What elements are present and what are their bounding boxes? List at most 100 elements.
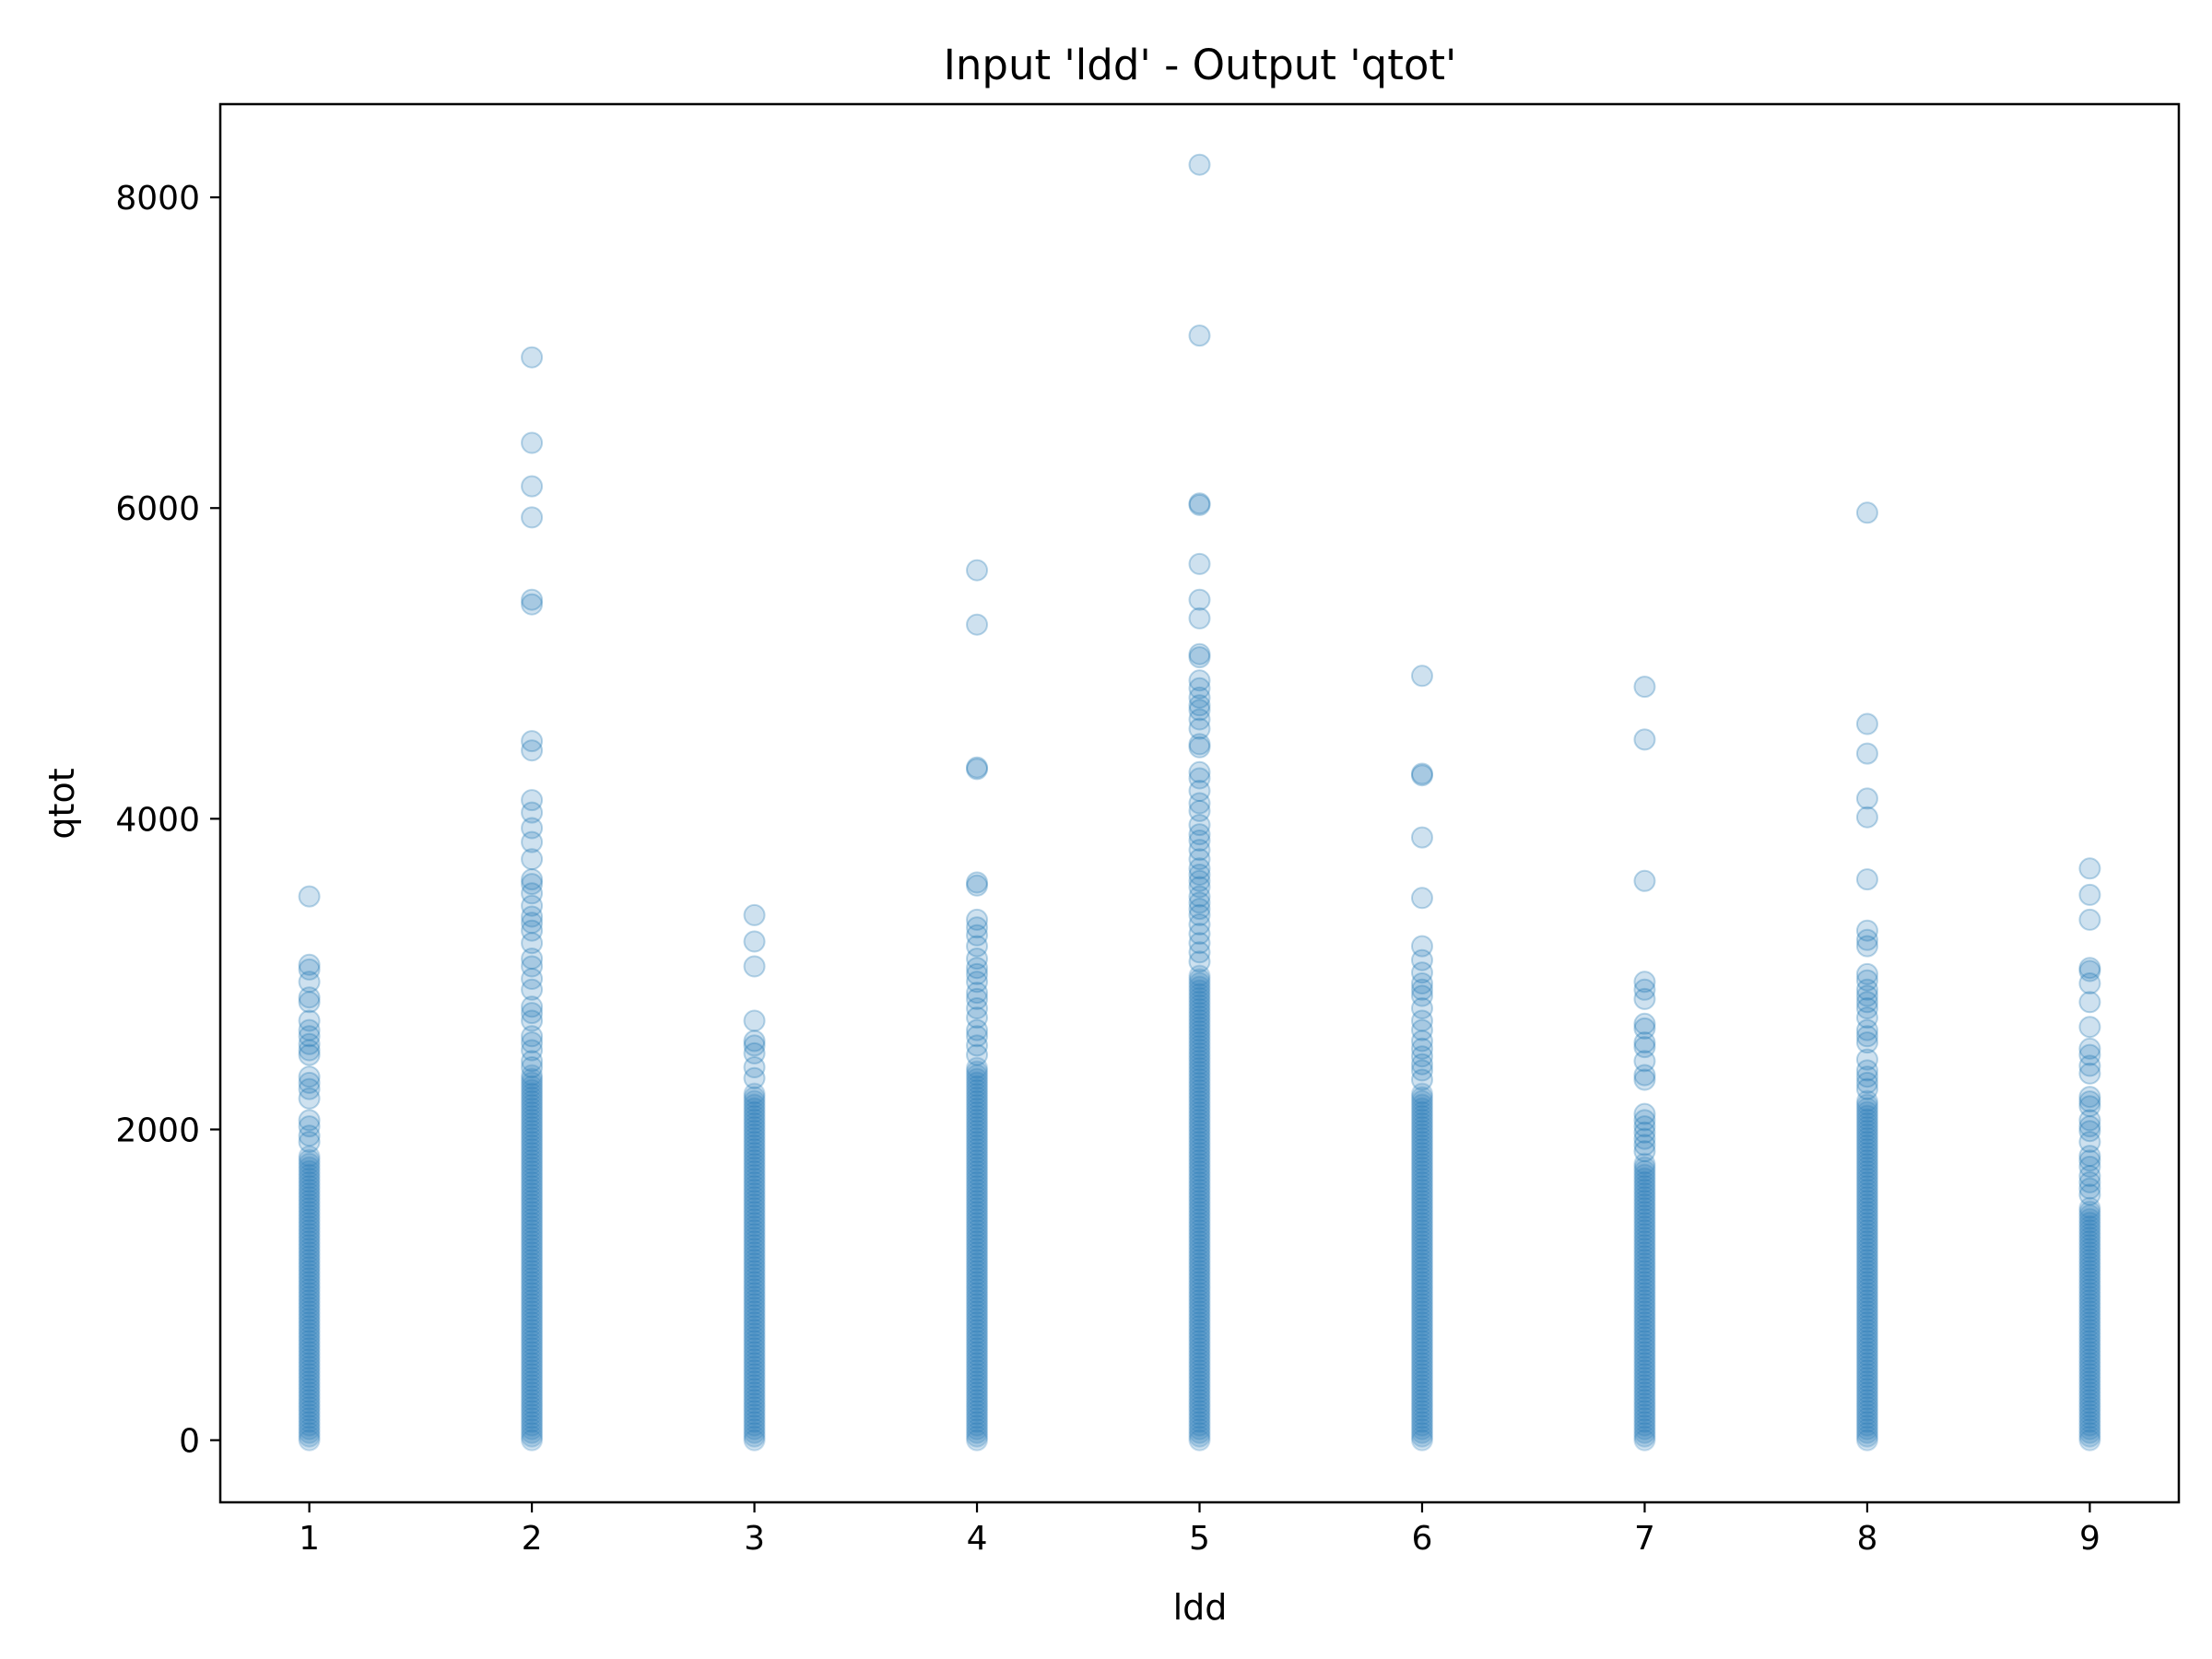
data-point <box>298 1189 321 1212</box>
data-point <box>1410 1418 1433 1441</box>
data-point <box>1633 1270 1656 1293</box>
data-point <box>1188 830 1211 852</box>
data-point <box>1188 848 1211 871</box>
data-point <box>966 1325 989 1348</box>
data-point <box>966 1226 989 1249</box>
data-point <box>743 1030 766 1053</box>
data-point <box>521 1373 544 1396</box>
data-point <box>966 1064 989 1087</box>
data-point <box>966 1292 989 1315</box>
data-point <box>743 1281 766 1304</box>
data-point <box>521 1156 544 1179</box>
data-point <box>521 1296 544 1319</box>
data-point <box>1855 1395 1878 1418</box>
data-point <box>1633 1222 1656 1245</box>
data-point <box>2078 1347 2101 1371</box>
data-point <box>521 1233 544 1256</box>
data-point <box>1633 1152 1656 1175</box>
data-point <box>1855 1344 1878 1367</box>
data-point <box>1410 961 1433 984</box>
data-point <box>966 1148 989 1171</box>
data-point <box>966 1006 989 1030</box>
data-point <box>1410 1259 1433 1282</box>
data-point <box>1188 885 1211 908</box>
data-point <box>966 1395 989 1418</box>
data-point <box>521 830 544 853</box>
data-point <box>1855 1362 1878 1385</box>
data-point <box>1188 1370 1211 1393</box>
data-point <box>743 1189 766 1212</box>
data-point <box>1188 1185 1211 1208</box>
data-point <box>2078 1171 2101 1194</box>
data-point <box>1410 826 1433 849</box>
data-point <box>521 1171 544 1194</box>
data-point <box>521 1333 544 1356</box>
data-point <box>966 1056 989 1079</box>
data-point <box>1855 1196 1878 1219</box>
data-point <box>1633 971 1656 994</box>
data-point <box>1188 1218 1211 1241</box>
data-point <box>966 1112 989 1135</box>
data-point <box>521 1067 544 1090</box>
data-point <box>1188 990 1211 1013</box>
data-point <box>521 1078 544 1101</box>
data-point <box>966 1100 989 1124</box>
data-point <box>966 1108 989 1131</box>
data-point <box>1188 1064 1211 1087</box>
data-point <box>1188 1119 1211 1142</box>
data-point <box>1855 1421 1878 1444</box>
data-point <box>2078 1255 2101 1278</box>
data-point <box>521 1025 544 1048</box>
data-point <box>2078 1244 2101 1267</box>
data-point <box>298 1366 321 1389</box>
data-point <box>298 1259 321 1282</box>
data-point <box>1855 1281 1878 1304</box>
data-point <box>298 1241 321 1264</box>
data-point <box>1855 1244 1878 1267</box>
data-point <box>966 1336 989 1359</box>
data-point <box>1188 717 1211 740</box>
data-point <box>966 997 989 1019</box>
data-point <box>1855 1207 1878 1230</box>
x-tick-label: 3 <box>744 1520 765 1558</box>
data-point <box>521 978 544 1001</box>
data-point <box>521 1314 544 1337</box>
data-point <box>2078 1120 2101 1143</box>
data-point <box>1410 1429 1433 1452</box>
data-point <box>1633 1266 1656 1289</box>
data-point <box>298 1159 321 1182</box>
data-point <box>298 958 321 981</box>
data-point <box>521 817 544 840</box>
data-point <box>1633 1121 1656 1144</box>
data-point <box>966 1193 989 1216</box>
data-point <box>1188 1137 1211 1160</box>
data-point <box>1188 1067 1211 1090</box>
data-point <box>1633 1307 1656 1330</box>
data-point <box>743 1104 766 1127</box>
data-point <box>1188 669 1211 692</box>
data-point <box>2078 1062 2101 1085</box>
data-point <box>521 1388 544 1411</box>
data-point <box>521 1344 544 1367</box>
data-point <box>966 559 989 582</box>
data-point <box>1855 1163 1878 1186</box>
data-point <box>743 1244 766 1267</box>
data-point <box>521 1196 544 1219</box>
data-point <box>1855 962 1878 985</box>
data-point <box>521 1108 544 1131</box>
data-point <box>1633 1189 1656 1212</box>
data-point <box>1410 1359 1433 1382</box>
data-point <box>743 1126 766 1149</box>
data-point <box>298 1384 321 1407</box>
data-point <box>1633 1248 1656 1271</box>
data-point <box>1188 941 1211 964</box>
data-point <box>966 1248 989 1271</box>
data-point <box>1855 1112 1878 1135</box>
data-point <box>1188 1410 1211 1433</box>
data-point <box>521 1406 544 1430</box>
data-point <box>1410 1303 1433 1326</box>
data-point <box>966 1263 989 1286</box>
data-point <box>966 1204 989 1227</box>
data-point <box>1188 1314 1211 1337</box>
data-point <box>1188 1089 1211 1112</box>
